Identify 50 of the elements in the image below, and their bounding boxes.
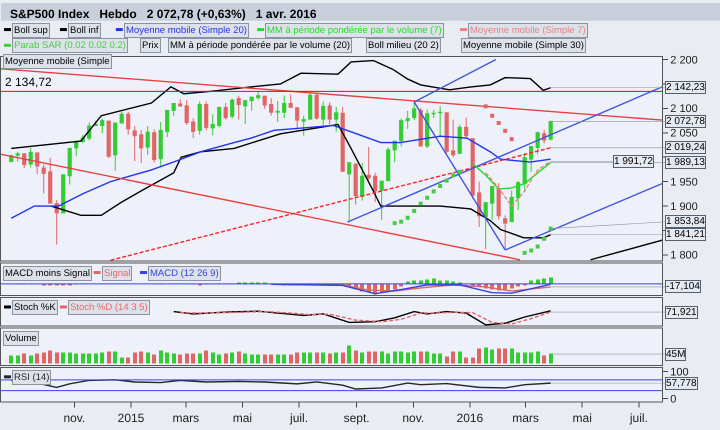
text: Prix xyxy=(142,40,159,51)
legend-label: Signal xyxy=(104,268,130,279)
x-tick-label: 2015 xyxy=(118,410,145,425)
annotation: 45M xyxy=(666,349,686,360)
legend-label: MACD (12 26 9) xyxy=(150,268,219,279)
legend-label: MM à période pondérée par le volume (7) xyxy=(267,25,442,36)
x-tick-label: nov. xyxy=(402,410,424,425)
annotation: 1 853,84 xyxy=(666,216,706,227)
x-tick-label: juil. xyxy=(289,410,308,425)
annotation: 57,778 xyxy=(666,378,698,389)
annotation: 71,921 xyxy=(666,307,698,318)
y-tick-label: 0 xyxy=(670,394,676,406)
annotation: 2 019,24 xyxy=(666,142,706,153)
y-tick-label: 100 xyxy=(670,366,689,379)
x-tick-label: nov. xyxy=(63,410,86,425)
text: Boll milieu (20 2) xyxy=(368,40,439,51)
x-tick-label: sept. xyxy=(344,410,370,425)
x-tick-label: mars xyxy=(172,410,200,425)
legend-label: Boll inf xyxy=(70,25,99,36)
y-tick-label: 2 100 xyxy=(670,103,698,116)
series-label: MACD moins Signal xyxy=(5,268,90,279)
annotation: 1 991,72 xyxy=(614,156,654,167)
annotation: Moyenne mobile (Simple xyxy=(5,56,110,67)
text: MM à période pondérée par le volume (20) xyxy=(170,40,350,51)
chart-title: S&P500 Index Hebdo 2 072,78 (+0,63%) 1 avr. 2016 xyxy=(10,7,317,21)
y-tick-label: 2 050 xyxy=(670,128,698,140)
y-tick-label: 2 200 xyxy=(670,54,698,66)
text: 2 072,78 xyxy=(666,116,705,127)
legend-label: RSI (14) xyxy=(14,372,50,383)
annotation: 1 841,21 xyxy=(666,229,706,240)
legend-label: Parab SAR (0.02 0.02 0.2) xyxy=(14,40,126,51)
annotation: -17,104 xyxy=(666,281,700,292)
legend-label: Boll sup xyxy=(14,25,48,36)
x-tick-label: juil. xyxy=(628,410,648,425)
y-tick-label: 1 800 xyxy=(670,250,698,262)
text: Moyenne mobile (Simple 30) xyxy=(463,40,584,51)
series-label: Volume xyxy=(5,333,37,344)
legend-label: Stoch %D (14 3 5) xyxy=(70,302,148,313)
x-tick-label: 2016 xyxy=(456,410,484,425)
y-tick-label: 1 900 xyxy=(670,200,698,213)
legend-label: Stoch %K xyxy=(14,302,56,313)
annotation: 1 989,13 xyxy=(666,157,706,168)
legend-label: Moyenne mobile (Simple 20) xyxy=(126,25,247,36)
x-tick-label: mars xyxy=(512,410,539,425)
y-tick-label: 1 950 xyxy=(670,176,698,188)
x-tick-label: mai xyxy=(572,410,592,425)
annotation: 2 142,23 xyxy=(666,82,706,93)
ref-line-label: 2 134,72 xyxy=(5,75,52,89)
x-tick-label: mai xyxy=(232,410,252,425)
legend-label: Moyenne mobile (Simple 7) xyxy=(470,25,586,36)
